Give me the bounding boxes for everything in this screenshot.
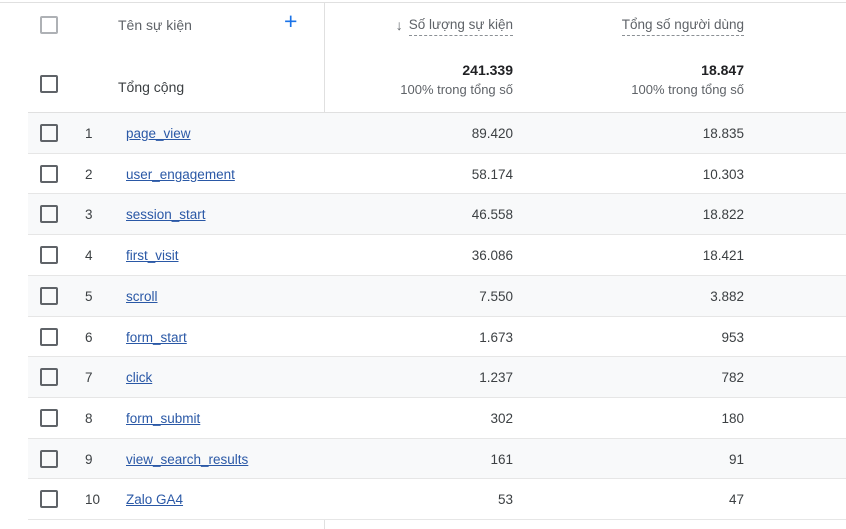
total-users-cell: 10.303 <box>702 166 744 182</box>
total-users-cell: 782 <box>721 370 744 386</box>
row-checkbox[interactable] <box>40 490 58 509</box>
column-header-event-name: Tên sự kiện <box>118 17 192 33</box>
total-users-cell: 953 <box>721 329 744 345</box>
table-row: 1 page_view 89.420 18.835 <box>28 113 846 154</box>
column-header-total-users[interactable]: Tổng số người dùng <box>621 17 744 36</box>
event-count-cell: 53 <box>497 492 513 508</box>
total-users-cell: 47 <box>728 492 744 508</box>
row-index: 1 <box>85 126 93 141</box>
event-count-cell: 36.086 <box>471 248 513 264</box>
table-top-divider <box>0 2 846 3</box>
table-row: 9 view_search_results 161 91 <box>28 438 846 480</box>
event-name-link[interactable]: form_start <box>126 329 187 345</box>
event-name-link[interactable]: view_search_results <box>126 451 249 467</box>
column-header-event-count-label[interactable]: Số lượng sự kiện <box>408 17 513 36</box>
total-users-cell: 91 <box>728 451 744 467</box>
row-checkbox[interactable] <box>40 124 58 142</box>
row-checkbox[interactable] <box>40 286 58 305</box>
event-name-link[interactable]: first_visit <box>126 248 179 264</box>
row-checkbox[interactable] <box>40 368 58 387</box>
table-row: 7 click 1.237 782 <box>28 357 846 399</box>
table-row: 2 user_engagement 58.174 10.303 <box>28 153 846 195</box>
totals-checkbox[interactable] <box>40 75 58 93</box>
row-checkbox[interactable] <box>40 327 58 346</box>
add-column-button[interactable]: + <box>284 8 298 34</box>
row-index: 6 <box>85 329 93 345</box>
table-row: 6 form_start 1.673 953 <box>28 316 846 358</box>
event-name-link[interactable]: user_engagement <box>126 166 235 182</box>
event-name-link[interactable]: form_submit <box>126 411 201 427</box>
event-name-link[interactable]: Zalo GA4 <box>126 492 184 508</box>
totals-event-count-percent: 100% trong tổng số <box>400 82 513 97</box>
totals-event-count: 241.339 <box>462 62 513 78</box>
table-row: 10 Zalo GA4 53 47 <box>28 479 846 521</box>
row-index: 3 <box>85 207 93 223</box>
table-row: 5 scroll 7.550 3.882 <box>28 275 846 317</box>
event-name-link[interactable]: click <box>126 370 153 386</box>
row-index: 10 <box>85 492 101 508</box>
column-header-total-users-label[interactable]: Tổng số người dùng <box>621 17 744 36</box>
event-name-link[interactable]: session_start <box>126 207 206 223</box>
row-checkbox[interactable] <box>40 449 58 468</box>
totals-row: Tổng cộng 241.339 100% trong tổng số 18.… <box>28 52 846 113</box>
event-count-cell: 58.174 <box>471 166 513 182</box>
table-header-row: Tên sự kiện + ↓ Số lượng sự kiện Tổng số… <box>0 2 846 52</box>
event-count-cell: 161 <box>490 451 513 467</box>
row-index: 7 <box>85 370 93 386</box>
event-name-link[interactable]: page_view <box>126 126 191 141</box>
row-index: 4 <box>85 248 93 264</box>
select-all-checkbox[interactable] <box>40 16 58 34</box>
table-body: 1 page_view 89.420 18.835 2 user_engagem… <box>0 113 846 521</box>
row-index: 9 <box>85 451 93 467</box>
table-row: 3 session_start 46.558 18.822 <box>28 194 846 236</box>
table-row: 8 form_submit 302 180 <box>28 398 846 439</box>
totals-event-count-cell: 241.339 100% trong tổng số <box>400 61 513 99</box>
total-users-cell: 180 <box>721 411 744 427</box>
event-count-cell: 46.558 <box>471 207 513 223</box>
totals-label: Tổng cộng <box>118 79 185 95</box>
total-users-cell: 18.835 <box>702 126 744 141</box>
total-users-cell: 18.822 <box>702 207 744 223</box>
event-count-cell: 1.237 <box>479 370 513 386</box>
totals-total-users: 18.847 <box>701 62 744 78</box>
row-index: 2 <box>85 166 93 182</box>
row-checkbox[interactable] <box>40 205 58 224</box>
totals-total-users-cell: 18.847 100% trong tổng số <box>631 61 744 99</box>
event-count-cell: 302 <box>490 411 513 427</box>
event-count-cell: 89.420 <box>471 126 513 141</box>
row-checkbox[interactable] <box>40 246 58 265</box>
row-checkbox[interactable] <box>40 164 58 183</box>
row-index: 8 <box>85 411 93 427</box>
total-users-cell: 3.882 <box>710 288 744 304</box>
row-index: 5 <box>85 288 93 304</box>
event-count-cell: 1.673 <box>479 329 513 345</box>
column-header-event-count[interactable]: ↓ Số lượng sự kiện <box>396 17 513 36</box>
event-name-link[interactable]: scroll <box>126 288 158 304</box>
totals-total-users-percent: 100% trong tổng số <box>631 82 744 97</box>
row-checkbox[interactable] <box>40 409 58 428</box>
total-users-cell: 18.421 <box>702 248 744 264</box>
event-count-cell: 7.550 <box>479 288 513 304</box>
table-row: 4 first_visit 36.086 18.421 <box>28 235 846 276</box>
sort-descending-icon[interactable]: ↓ <box>395 17 403 33</box>
